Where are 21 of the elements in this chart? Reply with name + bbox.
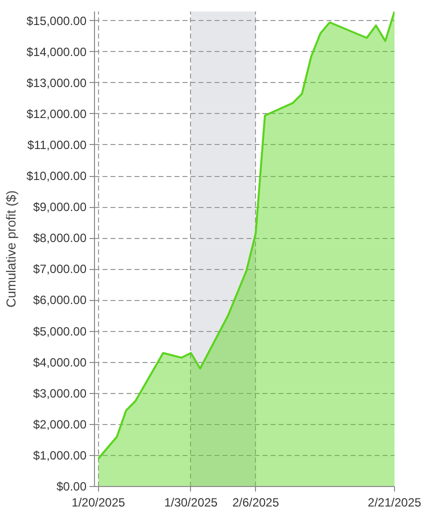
y-tick-label: $3,000.00 [33, 386, 87, 400]
y-tick-label: $15,000.00 [26, 14, 87, 28]
y-tick-label: $10,000.00 [26, 169, 87, 184]
x-tick-label: 2/6/2025 [232, 496, 280, 510]
y-tick-label: $12,000.00 [26, 106, 87, 121]
x-tick-label: 1/30/2025 [164, 496, 218, 510]
x-tick-label: 2/21/2025 [368, 496, 422, 510]
y-axis-title: Cumulative profit ($) [3, 190, 18, 308]
y-tick-label: $4,000.00 [33, 355, 87, 370]
y-tick-label: $7,000.00 [33, 262, 87, 276]
y-tick-label: $14,000.00 [26, 44, 87, 59]
y-tick-label: $6,000.00 [33, 293, 87, 308]
y-tick-label: $11,000.00 [27, 138, 87, 152]
y-tick-label: $1,000.00 [33, 448, 87, 462]
y-tick-label: $13,000.00 [26, 76, 87, 90]
y-tick-label: $2,000.00 [33, 417, 87, 432]
x-tick-label: 1/20/2025 [72, 496, 126, 510]
y-tick-label: $0.00 [56, 480, 87, 494]
y-tick-label: $5,000.00 [33, 324, 87, 338]
y-tick-label: $8,000.00 [33, 231, 87, 246]
y-tick-label: $9,000.00 [33, 200, 87, 214]
